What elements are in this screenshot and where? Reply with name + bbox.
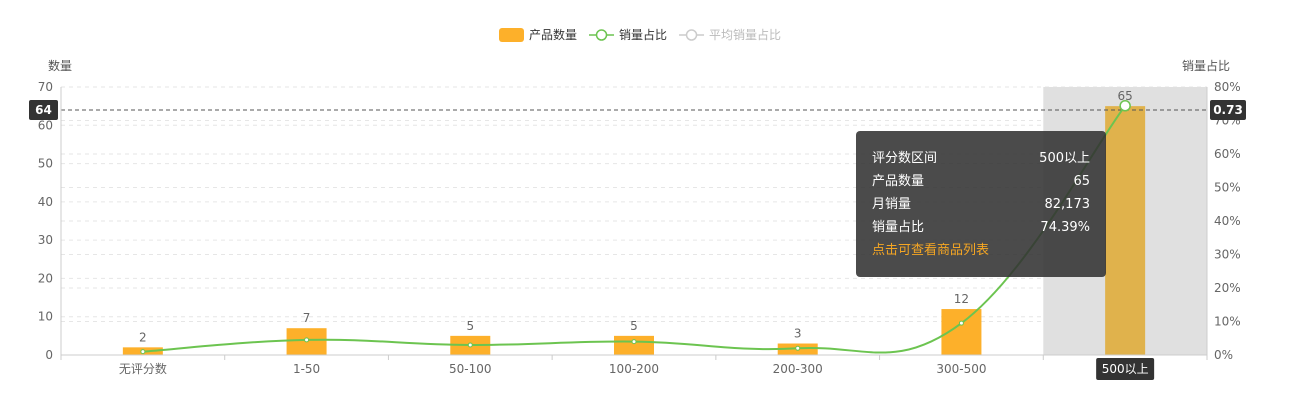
legend: 产品数量 销量占比 平均销量占比 — [499, 27, 781, 42]
tooltip-row: 销量占比 74.39% — [872, 216, 1090, 239]
axis-pointer-left: 64 — [29, 99, 58, 120]
legend-item[interactable]: 平均销量占比 — [679, 27, 781, 42]
bar-value-label: 7 — [303, 311, 311, 325]
bar-value-label: 65 — [1118, 89, 1133, 103]
y-axis-left-title: 数量 — [48, 58, 72, 73]
tooltip-label: 月销量 — [872, 197, 912, 212]
axis-pointer-x-box — [1096, 358, 1155, 380]
y-right-tick-label: 10% — [1214, 315, 1241, 329]
data-labels: 2 7 5 5 3 12 65 — [139, 89, 1133, 344]
axis-pointer-right-box — [1210, 99, 1246, 120]
sales-ratio-point — [1119, 100, 1131, 112]
tooltip-row: 评分数区间 500以上 — [872, 147, 1090, 170]
legend-label: 产品数量 — [529, 27, 577, 42]
tooltip-row: 产品数量 65 — [872, 170, 1090, 193]
axis-pointer-left-label: 64 — [35, 103, 52, 117]
y-left-tick-label: 50 — [38, 157, 53, 171]
y-left-tick-label: 70 — [38, 80, 53, 94]
y-left-tick-label: 40 — [38, 195, 53, 209]
legend-label: 销量占比 — [619, 27, 667, 42]
bar — [1105, 106, 1146, 356]
x-tick-label: 100-200 — [609, 362, 659, 376]
bar-value-label: 12 — [954, 292, 969, 306]
x-tick-label: 200-300 — [773, 362, 823, 376]
legend-item[interactable]: 产品数量 — [499, 27, 577, 42]
bar-series — [122, 106, 1146, 356]
y-axis-right-title: 销量占比 — [1182, 58, 1230, 73]
y-right-tick-label: 50% — [1214, 181, 1241, 195]
bar-value-label: 2 — [139, 330, 147, 344]
axis-pointer-x-label: 500以上 — [1102, 362, 1149, 376]
bar-value-label: 5 — [466, 319, 474, 333]
legend-swatch-marker — [595, 29, 608, 41]
sales-ratio-point — [958, 320, 964, 326]
sales-ratio-point — [795, 345, 801, 351]
legend-swatch-bar — [499, 28, 524, 42]
axes: 0102030405060700%10%20%30%40%50%60%70%80… — [38, 80, 1241, 376]
x-tick-label: 300-500 — [936, 362, 986, 376]
x-tick-label: 无评分数 — [119, 361, 167, 376]
axis-pointer-right: 0.73 — [1210, 99, 1246, 120]
y-left-tick-label: 0 — [45, 348, 53, 362]
axis-pointer-right-label: 0.73 — [1213, 103, 1243, 117]
view-products-link[interactable]: 点击可查看商品列表 — [872, 243, 990, 258]
axis-pointer-x: 500以上 — [1096, 358, 1155, 380]
tooltip-label: 评分数区间 — [872, 151, 938, 166]
y-right-tick-label: 20% — [1214, 281, 1241, 295]
sales-ratio-point — [631, 339, 637, 345]
y-right-tick-label: 40% — [1214, 214, 1241, 228]
y-right-tick-label: 0% — [1214, 348, 1233, 362]
tooltip-value: 74.39% — [1040, 220, 1090, 235]
y-left-tick-label: 60 — [38, 118, 53, 132]
tooltip-row: 月销量 82,173 — [872, 193, 1090, 216]
bar-value-label: 3 — [794, 327, 802, 341]
legend-item[interactable]: 销量占比 — [589, 27, 667, 42]
y-right-tick-label: 80% — [1214, 80, 1241, 94]
y-left-tick-label: 20 — [38, 271, 53, 285]
tooltip-value: 500以上 — [1039, 151, 1090, 166]
sales-ratio-point — [140, 349, 146, 355]
y-right-tick-label: 30% — [1214, 248, 1241, 262]
legend-label: 平均销量占比 — [709, 27, 781, 42]
axis-pointer-left-box — [29, 99, 58, 120]
tooltip-label: 销量占比 — [872, 220, 925, 235]
y-left-tick-label: 30 — [38, 233, 53, 247]
bar — [614, 335, 654, 355]
bar-value-label: 5 — [630, 319, 638, 333]
tooltip-label: 产品数量 — [872, 174, 925, 189]
sales-ratio-point — [467, 342, 473, 348]
tooltip: 评分数区间 500以上 产品数量 65 月销量 82,173 销量占比 74.3… — [856, 131, 1106, 277]
y-left-tick-label: 10 — [38, 310, 53, 324]
sales-ratio-point — [304, 337, 310, 343]
y-right-tick-label: 60% — [1214, 147, 1241, 161]
tooltip-value: 65 — [1073, 174, 1090, 189]
tooltip-value: 82,173 — [1044, 197, 1091, 212]
x-tick-label: 50-100 — [449, 362, 492, 376]
line-series — [140, 100, 1131, 355]
x-tick-label: 1-50 — [293, 362, 320, 376]
legend-swatch-marker — [685, 29, 698, 41]
